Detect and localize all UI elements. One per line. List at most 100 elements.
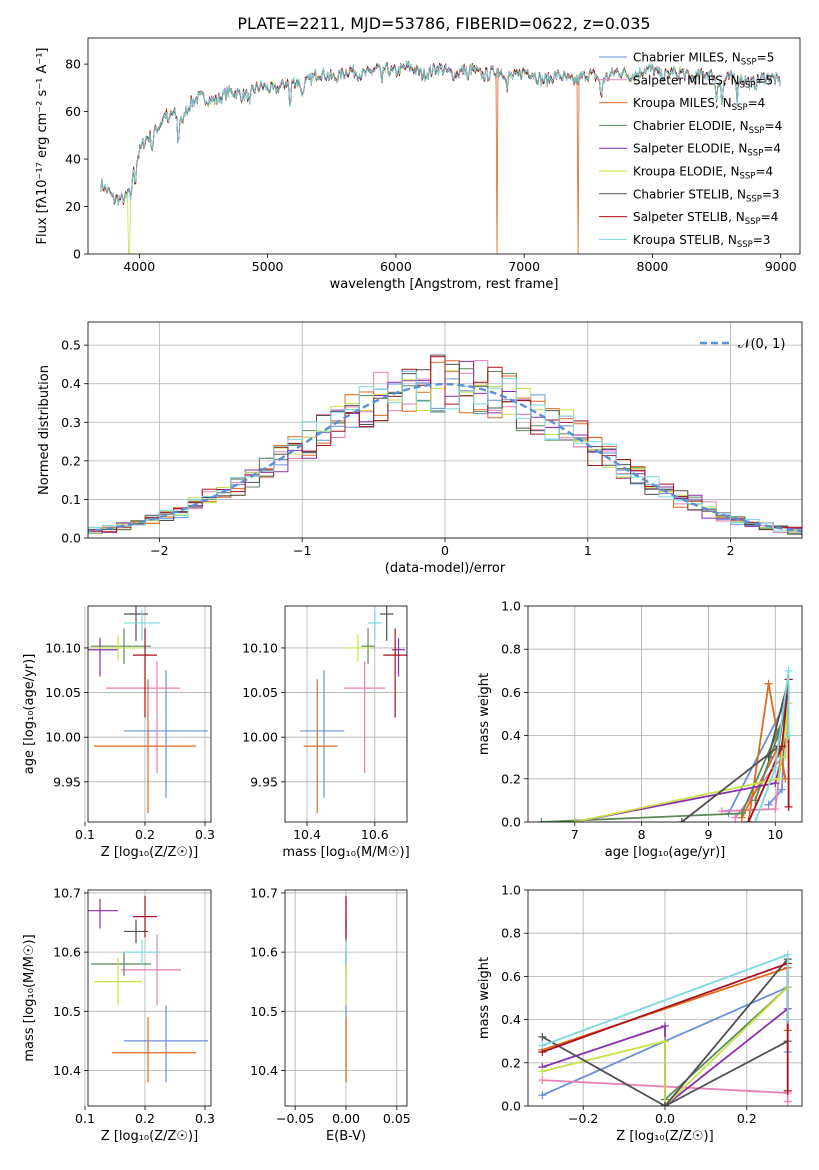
errorbar-point [133,628,157,718]
y-tick-label: 0.2 [61,453,81,468]
x-tick-label: 8 [638,827,646,842]
y-tick-label: 0.5 [61,338,81,353]
axes-frame [284,889,408,1107]
y-tick-label: 0.4 [501,1012,521,1027]
x-tick-label: 9000 [765,259,797,274]
weight-marker [661,1037,669,1046]
x-tick-label: 0.0 [655,1111,675,1126]
x-axis-label: Z [log₁₀(Z/Z☉)] [616,1129,713,1144]
y-axis-label: Flux [fλ10⁻¹⁷ erg cm⁻² s⁻¹ A⁻¹] [35,48,50,245]
axes-frame [87,321,803,539]
y-tick-label: 10.05 [45,685,81,700]
y-tick-label: 0.2 [501,771,521,786]
errorbar-point [112,1017,196,1083]
y-tick-label: 0.2 [501,1055,521,1070]
x-tick-label: −1 [293,543,311,558]
y-tick-label: 1.0 [501,599,521,614]
y-tick-label: 0.0 [501,1099,521,1114]
legend-entry: Salpeter STELIB, NSSP=4 [633,210,778,227]
weight-line-kroupa-elodie [574,703,790,822]
weight-marker [764,679,773,688]
weight-line-salpeter-stelib [747,679,790,822]
weight-marker [777,785,786,794]
panel-0: 4000 5000 6000 7000 8000 9000 0 20 40 60 80 wavelen… [35,37,801,292]
weight-marker [538,1076,547,1085]
figure-title: PLATE=2211, MJD=53786, FIBERID=0622, z=0… [237,14,650,33]
plot-area [88,895,208,1083]
weight-marker [661,1022,669,1031]
errorbar-point [94,634,142,662]
y-tick-label: 0.4 [61,376,81,391]
errorbar-point [383,628,407,718]
x-tick-label: 7000 [508,259,540,274]
x-tick-label: 4000 [123,259,155,274]
y-tick-label: 0 [73,247,81,262]
plot-area [300,606,407,814]
plot-area [88,354,802,536]
plot-area [537,666,793,822]
errorbar-point [88,638,118,677]
x-tick-label: 0.2 [737,1111,757,1126]
y-tick-label: 0.0 [501,815,521,830]
weight-marker [744,818,753,822]
weight-marker [784,731,793,740]
legend-entry: Chabrier MILES, NSSP=5 [633,51,774,68]
panel-1: −2 −1 0 1 2 0.0 0.1 0.2 0.3 0.4 0.5 (data-model)/er… [37,321,803,576]
y-tick-label: 0.0 [61,531,81,546]
y-tick-label: 10.00 [242,730,278,745]
errorbar-point [133,895,157,938]
x-tick-label: 1 [584,543,592,558]
x-tick-label: −2 [150,543,168,558]
weight-marker [764,753,773,762]
plot-area [100,61,781,254]
errorbar-point [121,934,181,1006]
weight-marker [784,666,793,675]
x-tick-label: 0.3 [195,1111,215,1126]
y-tick-label: 40 [65,152,81,167]
y-tick-label: 0.6 [501,685,521,700]
x-tick-label: 10.6 [361,827,389,842]
y-axis-label: mass weight [477,673,492,755]
legend-entry: Kroupa STELIB, NSSP=3 [633,233,771,250]
axes-frame [87,37,801,255]
weight-marker [784,802,793,811]
x-tick-label: 0.05 [383,1111,411,1126]
weight-marker [777,742,786,751]
weight-marker [783,1097,792,1106]
y-tick-label: 10.05 [242,685,278,700]
errorbar-point [124,940,160,964]
errorbar-point [361,628,375,665]
y-tick-label: 80 [65,57,81,72]
axes-frame [87,889,212,1107]
errorbar-point [124,919,148,944]
panel-5: 0.1 0.2 0.3 10.4 10.5 10.6 10.7 Z [log₁₀(Z/Z☉)]… [22,885,215,1144]
errorbar-point [124,1005,208,1083]
legend-entry: 𝒩(0, 1) [738,337,785,352]
x-axis-label: mass [log₁₀(M/M☉)] [282,845,409,860]
x-tick-label: 10.4 [293,827,321,842]
weight-marker [538,1032,547,1041]
y-tick-label: 0.8 [501,926,521,941]
x-tick-label: 0.3 [195,827,215,842]
axes-frame [527,605,803,823]
panel-4: 7 8 9 10 0.0 0.2 0.4 0.6 0.8 1.0 age [log₁₀(age/yr… [477,599,803,860]
weight-line-kroupa-stelib [754,670,790,822]
spectrum-line-kroupa-elodie [100,61,781,254]
y-tick-label: 10.10 [242,640,278,655]
legend-entry: Salpeter MILES, NSSP=5 [633,73,773,90]
y-tick-label: 10.7 [53,885,81,900]
legend-entry: Chabrier STELIB, NSSP=3 [633,187,780,204]
y-tick-label: 10.5 [250,1004,278,1019]
x-tick-label: 0.2 [135,1111,155,1126]
errorbar-point [391,638,406,677]
x-tick-label: 5000 [252,259,284,274]
errorbar-point [106,661,180,773]
errorbar-point [368,609,382,641]
weight-marker [677,818,686,822]
x-tick-label: 8000 [637,259,669,274]
weight-marker [538,1091,547,1100]
y-tick-label: 10.6 [250,945,278,960]
errorbar-point [379,606,394,641]
x-tick-label: 0.2 [135,827,155,842]
x-tick-label: 9 [704,827,712,842]
